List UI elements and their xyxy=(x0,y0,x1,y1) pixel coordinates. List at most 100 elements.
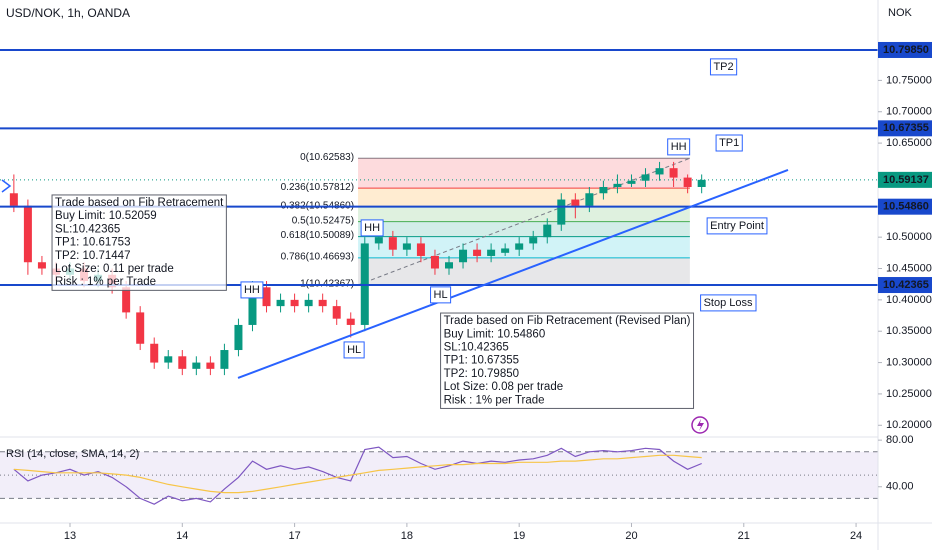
candle-body xyxy=(290,299,299,307)
x-tick-label: 21 xyxy=(738,530,750,542)
note-line: SL:10.42365 xyxy=(444,341,509,353)
candle-body xyxy=(683,177,692,187)
candle-body xyxy=(557,199,566,225)
candle-body xyxy=(332,306,341,319)
note-line: Risk : 1% per Trade xyxy=(444,394,545,406)
note-line: Trade based on Fib Retracement xyxy=(55,197,224,209)
candle-body xyxy=(697,179,706,187)
candle-body xyxy=(37,262,46,269)
y-tick-label: 10.40000 xyxy=(886,294,932,306)
annotation-box xyxy=(706,217,768,235)
y-tick-label: 10.30000 xyxy=(886,356,932,368)
note-line: SL:10.42365 xyxy=(55,223,120,235)
annotation-box xyxy=(667,138,691,156)
annotation-text: HH xyxy=(364,222,380,234)
candle-body xyxy=(318,299,327,307)
level-axis-box xyxy=(878,120,932,137)
fib-diagonal xyxy=(357,157,691,286)
annotation-text: Stop Loss xyxy=(704,297,753,309)
note-line: Trade based on Fib Retracement (Revised … xyxy=(444,315,691,327)
candle-body xyxy=(599,186,608,194)
candle-body xyxy=(164,356,173,363)
candle-body xyxy=(641,174,650,181)
candle-body xyxy=(529,237,538,244)
level-axis-label: 10.79850 xyxy=(883,44,929,56)
candle-body xyxy=(487,249,496,256)
fib-label: 0.786(10.46693) xyxy=(281,252,354,263)
y-tick-label: 10.25000 xyxy=(886,388,932,400)
x-tick-label: 13 xyxy=(64,530,76,542)
x-tick-label: 20 xyxy=(625,530,637,542)
note-line: Buy Limit: 10.52059 xyxy=(55,210,157,222)
event-icon-bolt xyxy=(697,419,704,431)
candle-body xyxy=(23,205,32,263)
candle-body xyxy=(304,299,313,307)
annotation-box xyxy=(240,281,264,299)
y-tick-label: 10.70000 xyxy=(886,106,932,118)
candle-body xyxy=(262,287,271,307)
note-line: TP1: 10.61753 xyxy=(55,237,130,249)
candle-body xyxy=(248,287,257,325)
candle-body xyxy=(206,362,215,369)
candle-body xyxy=(178,356,187,369)
note-line: TP2: 10.79850 xyxy=(444,368,519,380)
annotation-text: HL xyxy=(434,289,448,301)
y-tick-label: 10.45000 xyxy=(886,262,932,274)
annotation-text: HH xyxy=(671,141,687,153)
price-pane: 0(10.62583)0.236(10.57812)0.382(10.54860… xyxy=(0,48,878,409)
fib-label: 0.236(10.57812) xyxy=(281,182,354,193)
candle-body xyxy=(543,224,552,238)
last-price-box xyxy=(878,171,932,188)
y-tick-label: 10.20000 xyxy=(886,419,932,431)
candle-body xyxy=(122,287,131,313)
chart-title: USD/NOK, 1h, OANDA xyxy=(6,6,130,20)
rsi-band xyxy=(0,451,878,499)
last-price-label: 10.59137 xyxy=(883,174,929,186)
candle-body xyxy=(276,299,285,307)
annotation-text: Entry Point xyxy=(710,220,764,232)
rsi-pane xyxy=(0,446,878,505)
fib-band xyxy=(358,188,690,207)
candle-body xyxy=(473,249,482,256)
rsi-y-tick-label: 40.00 xyxy=(886,481,914,493)
level-axis-label: 10.67355 xyxy=(883,122,929,134)
x-tick-label: 18 xyxy=(401,530,413,542)
y-tick-label: 10.75000 xyxy=(886,74,932,86)
rsi-line xyxy=(13,454,702,494)
event-icon[interactable] xyxy=(691,416,709,434)
level-axis-box xyxy=(878,198,932,215)
candle-body xyxy=(613,183,622,187)
candle-body xyxy=(430,255,439,269)
annotation-box xyxy=(430,286,452,304)
fib-label: 0.5(10.52475) xyxy=(292,215,354,226)
note-line: TP2: 10.71447 xyxy=(55,250,130,262)
candle-body xyxy=(501,248,510,253)
note-line: Risk : 1% per Trade xyxy=(55,276,156,288)
y-tick-label: 10.50000 xyxy=(886,231,932,243)
candle-body xyxy=(444,262,453,269)
candle-body xyxy=(220,350,229,369)
annotation-text: HL xyxy=(347,344,361,356)
candle-body xyxy=(9,193,18,206)
candle-body xyxy=(416,243,425,256)
x-tick-label: 24 xyxy=(850,530,862,542)
candle-body xyxy=(627,180,636,184)
annotation-box xyxy=(700,294,757,312)
fib-label: 0(10.62583) xyxy=(300,152,354,163)
level-axis-label: 10.54860 xyxy=(883,201,929,213)
candle-body xyxy=(234,324,243,351)
level-axis-box xyxy=(878,277,932,294)
annotation-text: HH xyxy=(244,284,260,296)
rsi-y-tick-label: 80.00 xyxy=(886,434,914,446)
candle-body xyxy=(346,318,355,325)
annotation-box xyxy=(709,58,738,76)
x-tick-label: 19 xyxy=(513,530,525,542)
annotation-text: TP1 xyxy=(719,137,739,149)
candle-body xyxy=(655,168,664,175)
candle-body xyxy=(192,362,201,369)
y-tick-label: 10.65000 xyxy=(886,137,932,149)
annotation-box xyxy=(360,219,384,237)
rsi-title: RSI (14, close, SMA, 14, 2) xyxy=(6,448,139,460)
level-axis-label: 10.42365 xyxy=(883,279,929,291)
